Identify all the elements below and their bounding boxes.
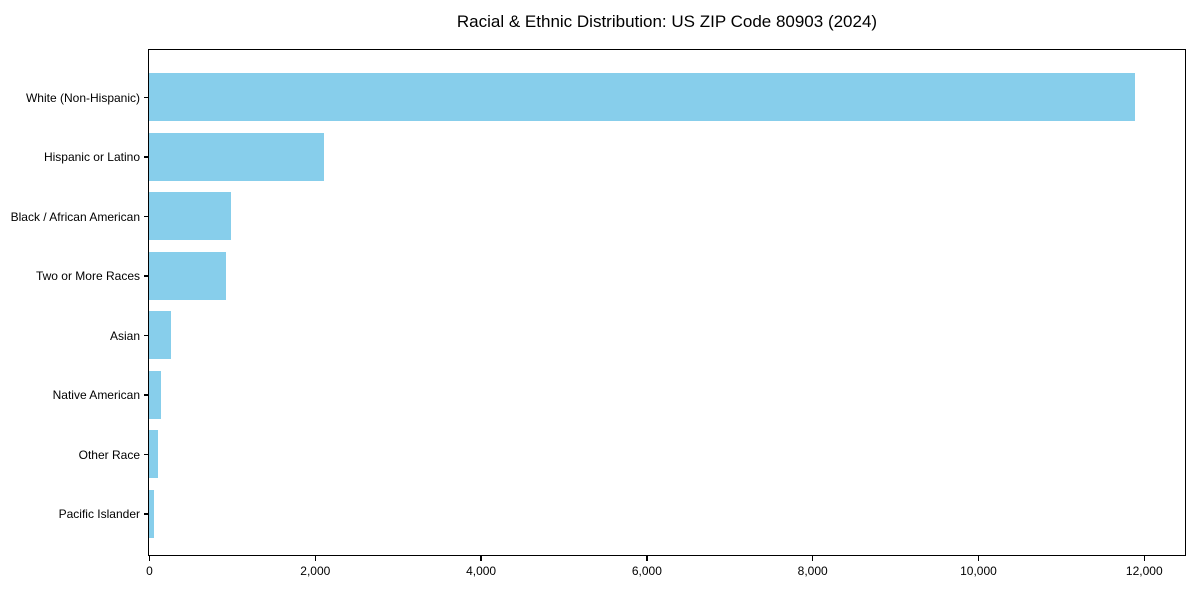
y-axis-label-pacific-islander: Pacific Islander xyxy=(58,507,140,521)
y-tick-mark xyxy=(143,96,149,99)
x-axis-tick-label: 4,000 xyxy=(466,563,497,578)
bar-pacific-islander xyxy=(149,489,154,538)
bar-asian xyxy=(149,311,171,359)
y-axis-label-black-african-american: Black / African American xyxy=(10,209,140,224)
x-axis-tick-label: 2,000 xyxy=(300,563,331,578)
x-axis-tick-label: 8,000 xyxy=(797,563,828,578)
bar-native-american xyxy=(149,370,161,419)
y-tick-mark xyxy=(143,513,149,515)
bar-white-non-hispanic xyxy=(149,73,1135,121)
x-tick-mark xyxy=(1143,555,1146,561)
y-tick-mark xyxy=(143,394,149,396)
y-tick-mark xyxy=(143,453,149,456)
y-axis-label-white-non-hispanic: White (Non-Hispanic) xyxy=(25,90,140,105)
x-tick-mark xyxy=(480,555,482,561)
y-axis-label-other-race: Other Race xyxy=(78,447,140,462)
x-tick-mark xyxy=(646,555,648,561)
y-tick-mark xyxy=(143,156,149,158)
y-tick-mark xyxy=(143,215,149,218)
y-axis-label-two-or-more-races: Two or More Races xyxy=(35,269,140,283)
x-tick-mark xyxy=(148,555,151,561)
bar-hispanic-or-latino xyxy=(149,132,324,181)
x-tick-mark xyxy=(977,555,980,561)
chart-title: Racial & Ethnic Distribution: US ZIP Cod… xyxy=(456,12,878,31)
x-axis-tick-label: 12,000 xyxy=(1125,563,1163,578)
y-axis-label-asian: Asian xyxy=(109,328,140,343)
bar-other-race xyxy=(149,430,159,478)
x-axis-tick-label: 10,000 xyxy=(960,563,997,578)
x-axis-tick-label: 6,000 xyxy=(631,563,662,578)
y-tick-mark xyxy=(143,275,149,277)
y-axis-label-native-american: Native American xyxy=(52,388,140,402)
bar-two-or-more-races xyxy=(149,251,227,300)
x-tick-mark xyxy=(314,555,317,561)
x-axis-tick-label: 0 xyxy=(146,563,153,578)
y-axis-label-hispanic-or-latino: Hispanic or Latino xyxy=(43,150,140,164)
y-tick-mark xyxy=(143,334,149,337)
x-tick-mark xyxy=(811,555,814,561)
plot-area xyxy=(148,49,1186,556)
bar-black-african-american xyxy=(149,192,232,240)
